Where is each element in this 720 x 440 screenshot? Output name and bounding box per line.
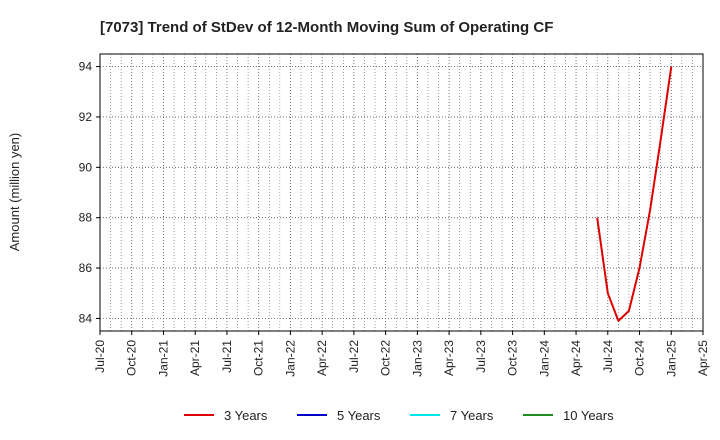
legend-item-10-years: 10 Years [523,408,614,423]
x-tick-label: Jul-23 [474,340,488,373]
legend-item-5-years: 5 Years [297,408,381,423]
x-tick-label: Jul-24 [601,340,615,373]
legend-item-7-years: 7 Years [410,408,494,423]
x-tick-label: Apr-22 [315,340,329,376]
x-tick-label: Jul-20 [93,340,107,373]
y-tick-label: 94 [79,60,93,74]
x-tick-label: Jan-22 [283,340,297,377]
series-layer [596,66,673,322]
series-line-3-years [596,66,673,322]
x-tick-label: Apr-21 [188,340,202,376]
y-tick-label: 92 [79,110,93,124]
y-tick-label: 86 [79,261,93,275]
y-tick-label: 84 [79,311,93,325]
chart-title: [7073] Trend of StDev of 12-Month Moving… [100,19,553,36]
grid [99,54,704,331]
legend-label: 7 Years [450,408,494,423]
legend-label: 3 Years [224,408,268,423]
y-tick-label: 90 [79,160,93,174]
x-tick-label: Jan-23 [410,340,424,377]
x-axis: Jul-20 Oct-20 Jan-21 Apr-21 Jul-21 Oct-21 Jan-… [93,331,710,377]
legend-label: 5 Years [337,408,381,423]
x-tick-label: Jan-21 [156,340,170,377]
y-axis-label: Amount (million yen) [7,133,22,252]
x-tick-label: Apr-24 [569,340,583,376]
x-tick-label: Jul-21 [220,340,234,373]
x-tick-label: Oct-21 [252,340,266,376]
x-tick-label: Jan-25 [664,340,678,377]
x-tick-label: Jan-24 [537,340,551,377]
x-tick-label: Oct-23 [506,340,520,376]
y-axis: 84 86 88 90 92 94 [79,60,100,325]
plot-frame [99,53,704,332]
x-tick-label: Jul-22 [347,340,361,373]
legend-item-3-years: 3 Years [184,408,268,423]
x-tick-label: Oct-20 [125,340,139,376]
x-tick-label: Oct-22 [379,340,393,376]
legend-label: 10 Years [563,408,614,423]
y-tick-label: 88 [79,211,93,225]
legend: 3 Years 5 Years 7 Years 10 Years [184,408,614,423]
x-tick-label: Apr-25 [696,340,710,376]
x-tick-label: Oct-24 [633,340,647,376]
x-tick-label: Apr-23 [442,340,456,376]
